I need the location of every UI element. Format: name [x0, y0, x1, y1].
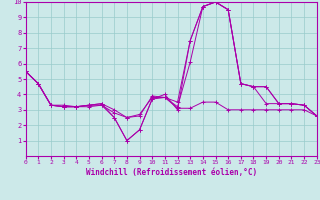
X-axis label: Windchill (Refroidissement éolien,°C): Windchill (Refroidissement éolien,°C)	[86, 168, 257, 177]
